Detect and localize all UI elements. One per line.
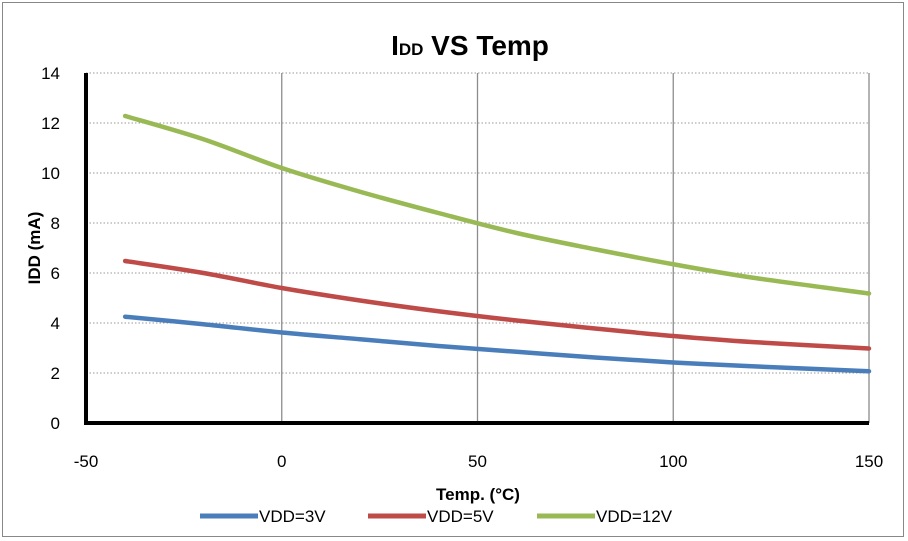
legend-label-vdd-5v: VDD=5V [427, 507, 494, 526]
series-lines [122, 113, 872, 374]
chart-title: IDD VS Temp [391, 30, 549, 61]
chart-title-main: I [391, 30, 399, 61]
y-axis-title: IDD (mA) [25, 212, 44, 285]
chart-title-subscript: DD [399, 40, 424, 59]
x-tick-label: 0 [277, 452, 286, 471]
x-tick-label: 100 [659, 452, 687, 471]
x-axis-title: Temp. (°C) [436, 485, 520, 504]
y-tick-label: 10 [41, 164, 60, 183]
y-tick-label: 14 [41, 64, 60, 83]
x-tick-label: 50 [468, 452, 487, 471]
y-tick-label: 0 [51, 414, 60, 433]
series-line-vdd-5v [122, 258, 872, 351]
chart-title-rest: VS Temp [423, 30, 549, 61]
series-line-vdd-3v [122, 314, 872, 374]
legend-label-vdd-12v: VDD=12V [596, 507, 673, 526]
x-tick-label: 150 [855, 452, 883, 471]
y-tick-label: 2 [51, 364, 60, 383]
tick-labels: 0 2 4 6 8 10 12 14 -50 0 50 100 150 [41, 64, 883, 471]
grid [86, 72, 870, 423]
legend: VDD=3V VDD=5V VDD=12V [200, 507, 673, 526]
y-tick-label: 12 [41, 114, 60, 133]
series-line-vdd-12v [122, 113, 872, 296]
y-tick-label: 6 [51, 264, 60, 283]
y-tick-label: 4 [51, 314, 60, 333]
legend-label-vdd-3v: VDD=3V [259, 507, 326, 526]
y-tick-label: 8 [51, 214, 60, 233]
axes [84, 73, 869, 425]
x-tick-label: -50 [74, 452, 99, 471]
